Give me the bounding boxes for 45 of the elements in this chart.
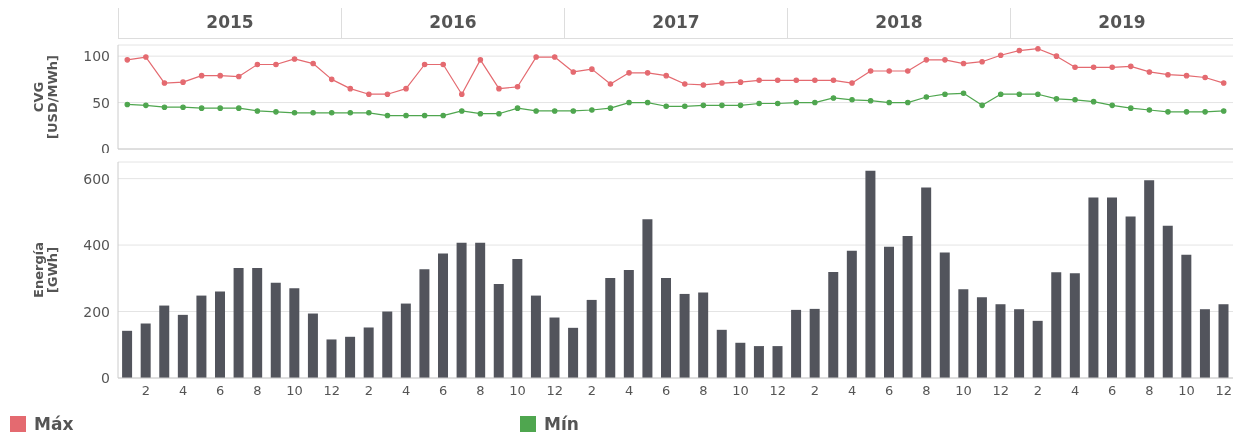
y-tick-label: 0 <box>101 369 110 386</box>
y-axis-title: Energía [GWh] <box>30 242 61 298</box>
x-tick-label: 6 <box>662 383 671 399</box>
x-tick-label: 4 <box>178 383 188 399</box>
x-tick-label: 4 <box>401 383 411 399</box>
x-tick-label: 2 <box>141 383 151 399</box>
text: 2016 <box>341 8 564 38</box>
x-tick-label: 8 <box>253 383 262 399</box>
x-tick-label: 8 <box>476 383 485 399</box>
x-tick-label: 2 <box>587 383 597 399</box>
x-tick-label: 6 <box>885 383 894 399</box>
x-tick-label: 4 <box>847 383 857 399</box>
x-tick-label: 6 <box>1108 383 1117 399</box>
legend-label: Mín <box>544 414 579 434</box>
x-tick-label: 4 <box>624 383 634 399</box>
x-tick-label: 8 <box>1145 383 1154 399</box>
x-tick-label: 6 <box>439 383 448 399</box>
y-tick-label: 50 <box>92 94 110 111</box>
x-tick-label: 10 <box>1178 383 1195 399</box>
x-tick-label: 10 <box>955 383 972 399</box>
x-tick-label: 12 <box>546 383 563 399</box>
y-tick-label: 200 <box>83 303 110 320</box>
text: 2019 <box>1010 8 1233 38</box>
y-tick-label: 600 <box>83 170 110 187</box>
x-tick-label: 12 <box>992 383 1009 399</box>
text: 2015 <box>118 8 341 38</box>
x-tick-label: 12 <box>1215 383 1232 399</box>
x-tick-label: 12 <box>769 383 786 399</box>
text: 2018 <box>787 8 1010 38</box>
x-tick-label: 12 <box>323 383 340 399</box>
x-tick-label: 8 <box>922 383 931 399</box>
x-tick-label: 6 <box>216 383 225 399</box>
x-tick-label: 10 <box>732 383 749 399</box>
x-tick-label: 4 <box>1070 383 1080 399</box>
y-tick-label: 100 <box>83 48 110 65</box>
y-tick-label: 400 <box>83 237 110 254</box>
x-tick-label: 8 <box>699 383 708 399</box>
text: 2017 <box>564 8 787 38</box>
y-axis-title: CVG [USD/MWh] <box>30 55 61 139</box>
x-tick-label: 2 <box>1033 383 1043 399</box>
x-tick-label: 10 <box>286 383 303 399</box>
x-tick-label: 2 <box>810 383 820 399</box>
legend-label: Máx <box>34 414 74 434</box>
x-tick-label: 2 <box>364 383 374 399</box>
x-tick-label: 10 <box>509 383 526 399</box>
